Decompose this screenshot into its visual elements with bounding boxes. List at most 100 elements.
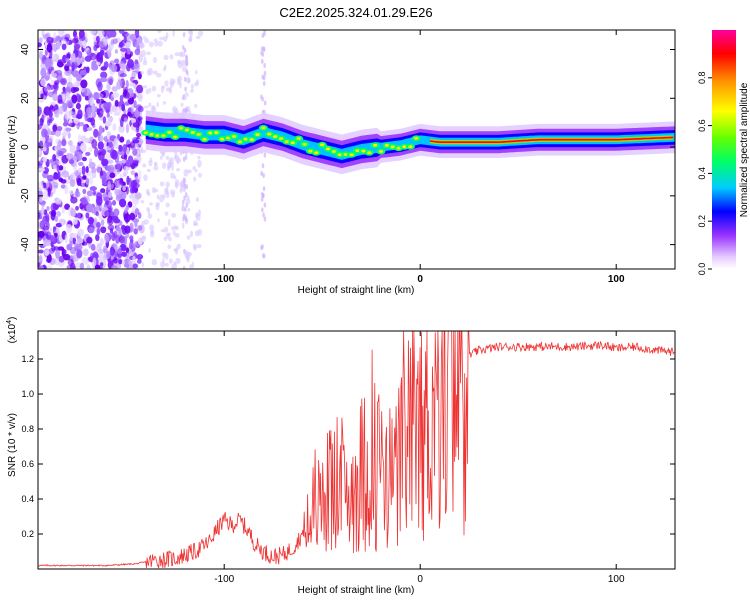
noise-blob <box>47 187 51 197</box>
noise-blob <box>125 204 130 211</box>
noise-blob <box>136 254 144 260</box>
streak-blob <box>185 202 189 208</box>
noise-blob <box>38 212 41 218</box>
noise-blob <box>95 211 99 217</box>
ridge-blob-core <box>278 137 284 140</box>
noise-blob <box>99 50 104 58</box>
noise-blob <box>123 235 128 245</box>
ridge-blob-core <box>243 137 248 141</box>
snr-x-tick-label: 0 <box>417 574 423 585</box>
noise-blob <box>96 227 101 236</box>
noise-blob <box>80 79 88 89</box>
faint-blob <box>163 54 169 61</box>
noise-blob <box>113 218 121 224</box>
noise-blob <box>100 71 108 79</box>
noise-blob <box>125 79 129 89</box>
noise-blob <box>85 212 90 219</box>
noise-blob <box>92 190 96 196</box>
ridge-blob-core <box>384 144 390 147</box>
noise-blob <box>119 73 127 78</box>
faint-blob <box>142 85 148 89</box>
faint-blob <box>145 88 150 95</box>
noise-blob <box>111 85 118 92</box>
streak-blob <box>261 207 264 213</box>
ridge-blob-core <box>349 153 354 157</box>
faint-blob <box>174 52 180 57</box>
noise-blob <box>95 195 103 206</box>
snr-x-ticks: -100 0 100 <box>214 331 625 585</box>
faint-blob <box>162 101 167 105</box>
streak-blob <box>182 108 186 114</box>
ridge-blob-core <box>261 126 266 130</box>
ridge-blob-core <box>149 133 154 136</box>
streak-blob <box>183 183 187 189</box>
faint-blob <box>142 163 147 168</box>
streak-blob <box>181 199 185 205</box>
noise-blob <box>40 201 46 208</box>
noise-blob <box>128 82 136 87</box>
noise-blob <box>91 64 99 71</box>
streak-blob <box>184 86 187 92</box>
ridge-blob-core <box>314 151 319 155</box>
faint-blob <box>165 155 170 161</box>
noise-blob <box>106 30 114 38</box>
noise-blob <box>81 165 86 176</box>
noise-blob <box>38 255 43 262</box>
faint-blob <box>195 212 199 219</box>
faint-blob <box>197 172 203 178</box>
noise-blob <box>75 93 82 103</box>
noise-blob <box>107 159 114 164</box>
noise-blob <box>106 250 111 260</box>
snr-x-label: Height of straight line (km) <box>298 585 415 596</box>
faint-blob <box>180 62 186 67</box>
noise-blob <box>96 221 101 228</box>
noise-blob <box>61 43 67 51</box>
noise-blob <box>123 36 127 44</box>
noise-blob <box>134 109 141 118</box>
ridge-blob-core <box>402 145 407 149</box>
noise-blob <box>113 143 120 150</box>
noise-blob <box>86 68 90 74</box>
noise-blob <box>120 244 127 252</box>
noise-blob <box>86 107 93 115</box>
noise-blob <box>42 190 49 201</box>
noise-blob <box>88 158 93 165</box>
noise-blob <box>61 30 66 37</box>
noise-blob <box>95 35 100 43</box>
ridge-blob-core <box>414 136 419 140</box>
noise-blob <box>80 56 86 65</box>
streak-blob <box>260 245 263 251</box>
faint-blob <box>189 230 194 238</box>
noise-blob <box>75 175 83 184</box>
noise-blob <box>117 79 124 84</box>
noise-blob <box>111 264 118 269</box>
faint-blob <box>171 164 174 171</box>
ridge-blob-core <box>237 140 243 144</box>
noise-blob <box>123 117 128 124</box>
noise-blob <box>75 205 79 211</box>
noise-blob <box>132 263 139 269</box>
noise-blob <box>114 99 119 107</box>
streak-blob <box>261 163 265 169</box>
ridge-blob-core <box>155 134 160 138</box>
noise-blob <box>57 94 63 104</box>
noise-blob <box>127 58 134 69</box>
noise-blob <box>38 230 45 238</box>
noise-blob <box>77 109 83 120</box>
noise-blob <box>103 102 111 111</box>
noise-blob <box>82 188 87 195</box>
noise-blob <box>117 163 122 170</box>
streak-blob <box>182 266 186 269</box>
noise-blob <box>46 174 55 182</box>
noise-blob <box>70 208 76 217</box>
noise-blob <box>81 241 88 246</box>
noise-blob <box>55 158 59 164</box>
noise-blob <box>97 141 104 150</box>
noise-blob <box>114 137 118 143</box>
noise-blob <box>80 199 89 205</box>
noise-blob <box>54 216 59 223</box>
noise-blob <box>127 111 132 117</box>
noise-blob <box>121 103 126 112</box>
chart-title: C2E2.2025.324.01.29.E26 <box>279 5 432 20</box>
noise-blob <box>46 206 50 211</box>
